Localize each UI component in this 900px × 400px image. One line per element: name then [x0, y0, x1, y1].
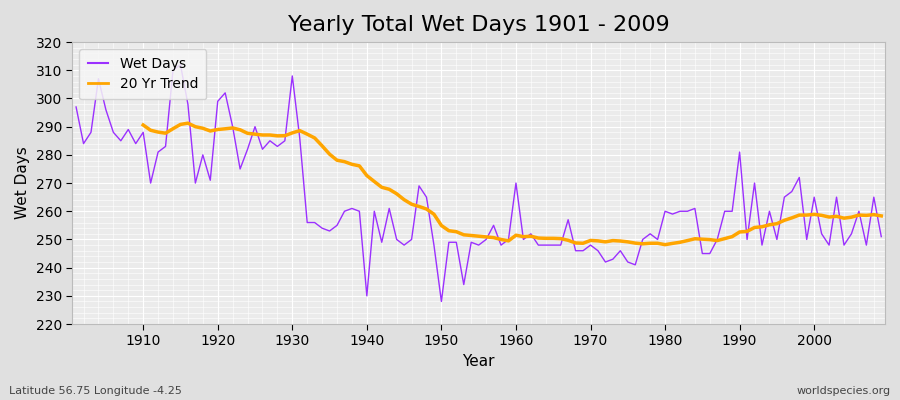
Y-axis label: Wet Days: Wet Days [15, 147, 30, 220]
X-axis label: Year: Year [463, 354, 495, 369]
Text: worldspecies.org: worldspecies.org [796, 386, 891, 396]
Title: Yearly Total Wet Days 1901 - 2009: Yearly Total Wet Days 1901 - 2009 [288, 15, 670, 35]
Text: Latitude 56.75 Longitude -4.25: Latitude 56.75 Longitude -4.25 [9, 386, 182, 396]
Legend: Wet Days, 20 Yr Trend: Wet Days, 20 Yr Trend [79, 49, 206, 99]
